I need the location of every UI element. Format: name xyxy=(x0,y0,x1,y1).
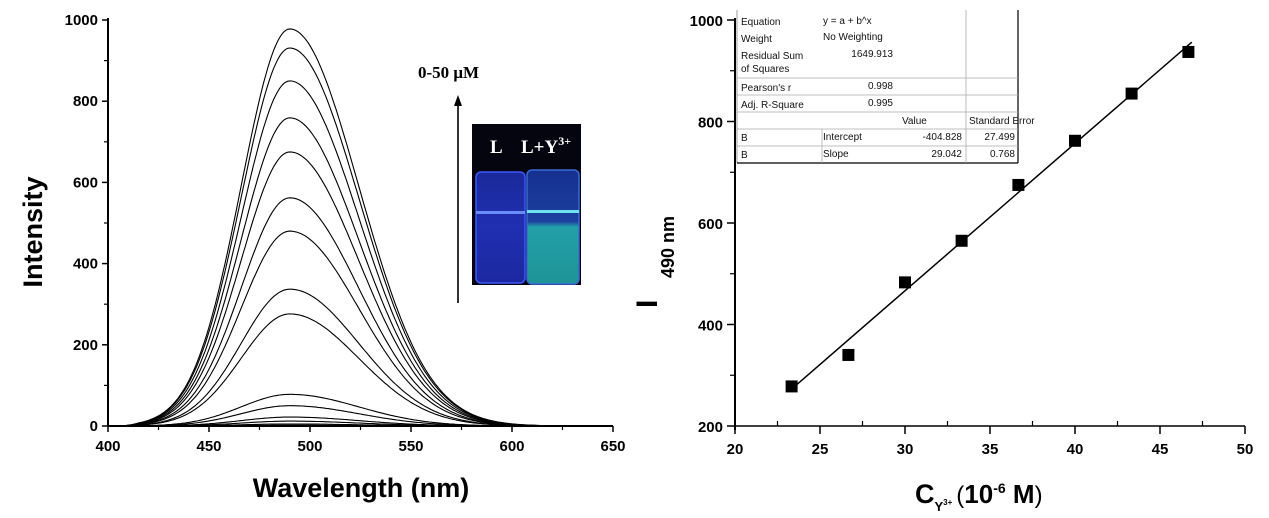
left-x-tick-label: 400 xyxy=(95,438,120,455)
left-y-tick-label: 400 xyxy=(73,256,98,273)
calibration-chart: 200 400 600 800 1000 20 25 30 35 40 45 50 Equation … xyxy=(631,10,1253,514)
left-ticks: 0 200 400 600 800 1000 400 450 500 550 600 650 xyxy=(65,12,626,455)
data-point xyxy=(785,380,798,393)
table-label-weight: Weight xyxy=(741,34,772,45)
vial-L-meniscus xyxy=(476,211,525,214)
right-x-tick-label: 35 xyxy=(982,441,999,458)
fit-line xyxy=(791,41,1193,390)
right-y-axis-title: I xyxy=(631,300,664,308)
data-point xyxy=(899,276,911,289)
left-x-tick-label: 500 xyxy=(297,438,322,455)
data-point xyxy=(1069,134,1081,147)
table-row-intercept-stderr: 27.499 xyxy=(984,132,1015,143)
table-row-intercept-b: B xyxy=(741,133,748,144)
left-y-axis-title: Intensity xyxy=(18,176,48,287)
table-row-slope-value: 29.042 xyxy=(931,149,962,160)
table-header-stderr: Standard Error xyxy=(969,116,1035,127)
arrow-head-icon xyxy=(454,95,462,106)
table-row-intercept-value: -404.828 xyxy=(923,132,963,143)
right-y-tick-label: 1000 xyxy=(690,13,723,30)
right-y-tick-label: 800 xyxy=(698,115,723,132)
table-label-adjr2: Adj. R-Square xyxy=(741,100,804,111)
left-y-tick-label: 600 xyxy=(73,174,98,191)
table-label-rss-2: of Squares xyxy=(741,64,789,75)
table-header-value: Value xyxy=(902,116,927,127)
left-x-tick-label: 600 xyxy=(499,438,524,455)
right-x-tick-label: 20 xyxy=(727,441,744,458)
data-point xyxy=(1125,87,1138,100)
inset-vial-photo: L L+Y3+ xyxy=(472,124,581,285)
right-x-tick-label: 50 xyxy=(1237,441,1254,458)
table-row-slope-label: Slope xyxy=(823,149,849,160)
scatter-points xyxy=(785,45,1195,393)
spectrum-curve-9 xyxy=(108,313,613,427)
table-row-intercept-label: Intercept xyxy=(823,132,862,143)
left-y-tick-label: 1000 xyxy=(65,12,98,29)
table-value-equation: y = a + b^x xyxy=(823,16,872,27)
left-x-tick-label: 550 xyxy=(398,438,423,455)
table-value-weight: No Weighting xyxy=(823,32,883,43)
table-label-rss-1: Residual Sum xyxy=(741,51,803,62)
linear-fit-line xyxy=(791,41,1193,390)
right-y-axis-subtitle: 490 nm xyxy=(658,216,678,278)
table-value-rss: 1649.913 xyxy=(851,49,893,60)
table-value-pearson: 0.998 xyxy=(868,81,893,92)
vial-label-L: L xyxy=(490,137,503,158)
table-row-slope-b: B xyxy=(741,150,748,161)
table-label-equation: Equation xyxy=(741,17,780,28)
table-label-pearson: Pearson's r xyxy=(741,83,792,94)
fit-results-table: Equation y = a + b^x Weight No Weighting… xyxy=(736,10,1035,164)
data-point xyxy=(1182,45,1195,58)
vial-LY xyxy=(526,169,580,285)
data-point xyxy=(1012,178,1025,191)
arrow-label: 0-50 μM xyxy=(418,63,479,82)
right-x-tick-label: 40 xyxy=(1067,441,1084,458)
left-y-tick-label: 800 xyxy=(73,93,98,110)
left-x-tick-label: 450 xyxy=(196,438,221,455)
right-ticks: 200 400 600 800 1000 20 25 30 35 40 45 50 xyxy=(690,13,1254,458)
left-x-tick-label: 650 xyxy=(600,438,625,455)
vial-label-LY: L+Y3+ xyxy=(521,134,571,158)
emission-spectra-chart: 0 200 400 600 800 1000 400 450 500 550 600 650 Inte… xyxy=(18,12,626,503)
vial-LY-meniscus xyxy=(527,210,579,213)
right-x-tick-label: 25 xyxy=(812,441,829,458)
left-y-tick-label: 0 xyxy=(90,418,98,435)
left-x-axis-title: Wavelength (nm) xyxy=(253,473,470,503)
data-point xyxy=(842,348,855,361)
left-y-tick-label: 200 xyxy=(73,337,98,354)
table-value-adjr2: 0.995 xyxy=(868,98,893,109)
vial-L xyxy=(475,171,526,284)
right-x-tick-label: 45 xyxy=(1152,441,1169,458)
right-y-tick-label: 400 xyxy=(698,318,723,335)
right-y-tick-label: 600 xyxy=(698,216,723,233)
data-point xyxy=(955,234,968,247)
right-y-tick-label: 200 xyxy=(698,419,723,436)
right-x-axis-title: CY3+ (10-6 M) xyxy=(915,479,1043,514)
right-x-tick-label: 30 xyxy=(897,441,914,458)
table-row-slope-stderr: 0.768 xyxy=(990,149,1015,160)
